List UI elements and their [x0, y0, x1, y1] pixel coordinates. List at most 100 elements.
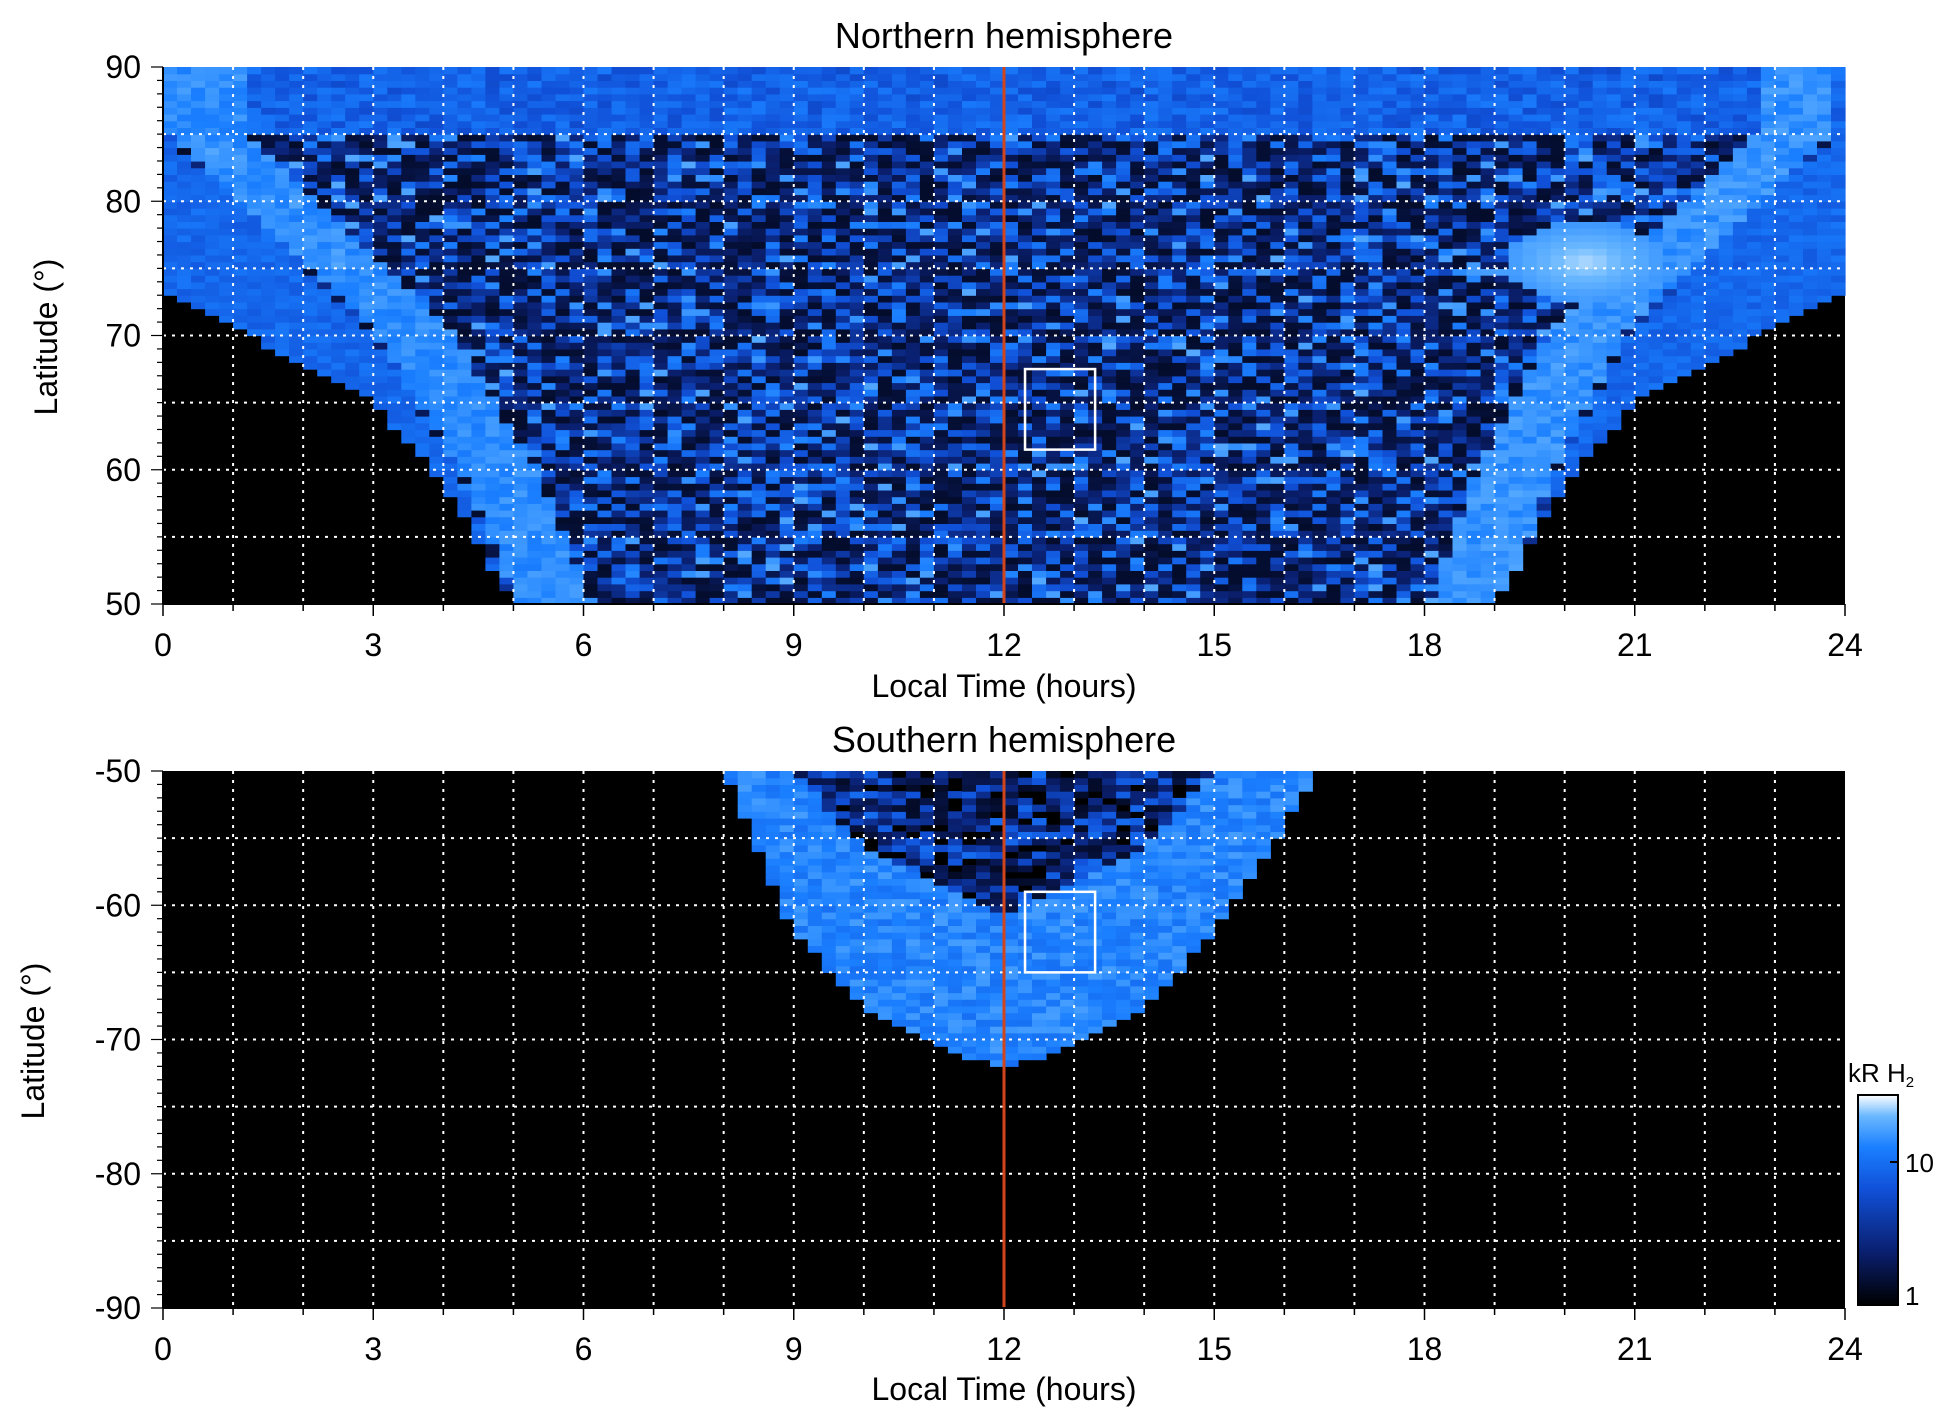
heatmap-cell [681, 127, 697, 135]
heatmap-cell [1032, 516, 1047, 524]
heatmap-cell [499, 483, 514, 491]
heatmap-cell [1102, 429, 1117, 437]
heatmap-cell [289, 301, 304, 310]
heatmap-cell [191, 127, 206, 135]
heatmap-cell [569, 295, 585, 303]
heatmap-cell [205, 234, 220, 243]
heatmap-cell [962, 510, 977, 518]
heatmap-cell [429, 214, 444, 222]
heatmap-cell [261, 174, 276, 182]
heatmap-cell [947, 120, 963, 128]
heatmap-cell [387, 389, 402, 397]
heatmap-cell [821, 557, 837, 565]
heatmap-cell [275, 161, 290, 169]
heatmap-cell [891, 187, 907, 196]
heatmap-cell [331, 342, 346, 350]
heatmap-cell [962, 268, 977, 276]
heatmap-cell [1046, 395, 1061, 404]
heatmap-cell [443, 395, 458, 404]
heatmap-cell [513, 67, 528, 75]
heatmap-cell [709, 442, 725, 451]
heatmap-cell [681, 100, 697, 108]
heatmap-cell [611, 469, 627, 478]
heatmap-cell [919, 395, 935, 404]
heatmap-cell [331, 248, 346, 256]
heatmap-cell [1032, 100, 1047, 108]
heatmap-cell [373, 147, 388, 155]
heatmap-cell [499, 342, 514, 350]
heatmap-cell [219, 120, 234, 128]
heatmap-cell [569, 134, 585, 142]
heatmap-cell [891, 563, 907, 571]
heatmap-cell [261, 73, 276, 81]
heatmap-cell [751, 530, 767, 538]
heatmap-cell [513, 516, 528, 524]
heatmap-cell [415, 201, 430, 209]
heatmap-cell [359, 181, 374, 189]
heatmap-cell [737, 442, 753, 451]
heatmap-cell [933, 100, 949, 108]
heatmap-cell [737, 577, 753, 585]
heatmap-cell [723, 429, 739, 437]
heatmap-cell [751, 557, 767, 565]
heatmap-cell [653, 107, 669, 115]
heatmap-cell [709, 73, 725, 81]
heatmap-cell [933, 301, 949, 310]
heatmap-cell [1088, 154, 1103, 162]
heatmap-cell [611, 402, 627, 410]
heatmap-cell [1032, 416, 1047, 424]
heatmap-cell [555, 590, 571, 598]
heatmap-cell [863, 127, 879, 135]
heatmap-cell [1060, 389, 1075, 397]
heatmap-cell [933, 523, 949, 531]
heatmap-cell [976, 429, 991, 437]
heatmap-cell [1004, 308, 1019, 316]
heatmap-cell [723, 583, 739, 592]
heatmap-cell [373, 301, 388, 310]
heatmap-cell [919, 201, 935, 209]
heatmap-cell [527, 483, 542, 491]
heatmap-cell [317, 80, 332, 88]
heatmap-cell [681, 161, 697, 169]
heatmap-cell [597, 449, 613, 457]
heatmap-cell [387, 214, 402, 222]
heatmap-cell [891, 194, 907, 202]
heatmap-cell [1144, 261, 1159, 269]
heatmap-cell [177, 268, 192, 276]
heatmap-cell [737, 167, 753, 175]
heatmap-cell [471, 369, 486, 377]
heatmap-cell [933, 483, 949, 491]
heatmap-cell [1074, 201, 1089, 209]
heatmap-cell [891, 181, 907, 189]
heatmap-cell [527, 369, 542, 377]
heatmap-cell [555, 463, 571, 471]
heatmap-cell [457, 67, 472, 75]
heatmap-cell [990, 510, 1005, 518]
heatmap-cell [541, 288, 557, 296]
heatmap-cell [597, 382, 613, 390]
heatmap-cell [849, 315, 865, 323]
heatmap-cell [485, 463, 500, 471]
heatmap-cell [933, 275, 949, 283]
heatmap-cell [849, 174, 865, 182]
heatmap-cell [443, 489, 458, 498]
heatmap-cell [625, 456, 641, 464]
heatmap-cell [1004, 463, 1019, 471]
heatmap-cell [990, 563, 1005, 571]
heatmap-cell [513, 496, 528, 504]
heatmap-cell [933, 261, 949, 269]
heatmap-cell [387, 234, 402, 243]
heatmap-cell [373, 201, 388, 209]
heatmap-cell [429, 67, 444, 75]
heatmap-cell [1088, 201, 1103, 209]
heatmap-cell [569, 489, 585, 498]
heatmap-cell [611, 382, 627, 390]
heatmap-cell [317, 181, 332, 189]
heatmap-cell [1158, 382, 1173, 390]
heatmap-cell [793, 328, 809, 337]
heatmap-cell [751, 402, 767, 410]
heatmap-cell [583, 550, 599, 558]
heatmap-cell [765, 140, 781, 149]
heatmap-cell [737, 536, 753, 545]
heatmap-cell [962, 583, 977, 592]
